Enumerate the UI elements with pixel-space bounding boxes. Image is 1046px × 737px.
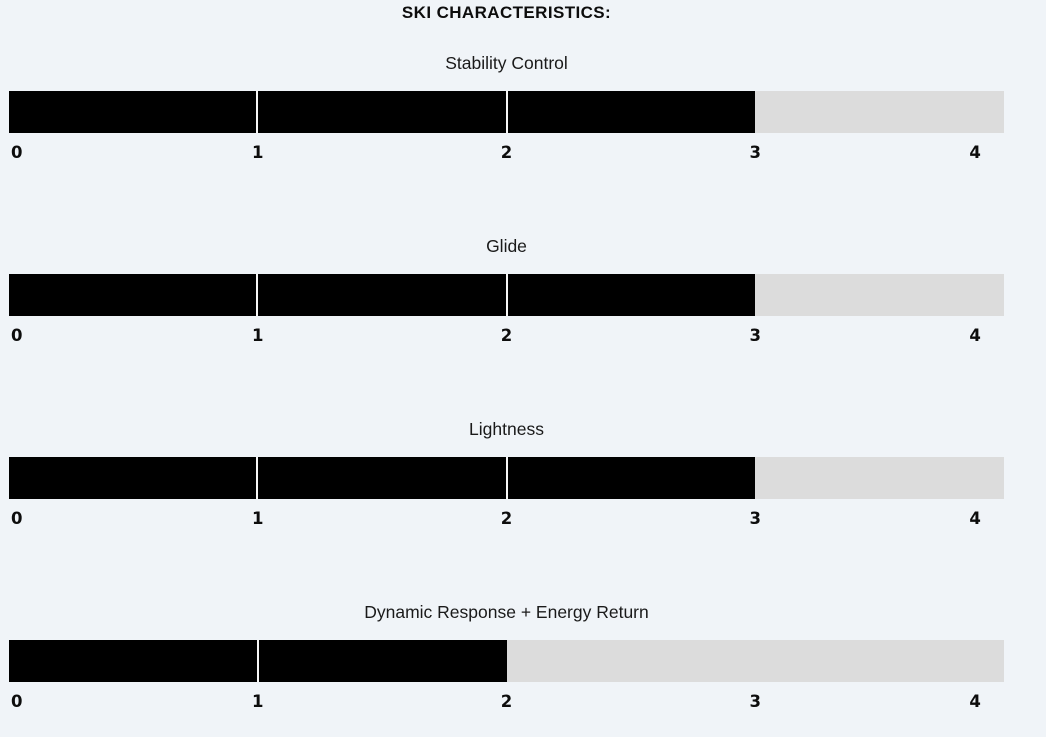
meter-track [9, 640, 1004, 682]
meter-fill-segment [9, 91, 257, 133]
chart-title: SKI CHARACTERISTICS: [401, 3, 612, 22]
meter-fill-segment [258, 640, 507, 682]
axis-tick-label: 1 [252, 143, 264, 162]
meter-fill [9, 640, 507, 682]
axis-tick-label: 0 [11, 509, 23, 528]
meter-label: Stability Control [445, 53, 568, 73]
meter-axis: 0 1 2 3 4 [9, 142, 1004, 163]
meter-fill-segment [258, 91, 506, 133]
axis-tick-label: 1 [252, 509, 264, 528]
meter-fill-segment [258, 274, 506, 316]
axis-tick-label: 3 [749, 509, 761, 528]
axis-tick-label: 0 [11, 143, 23, 162]
axis-tick-label: 1 [252, 692, 264, 711]
meter-label: Dynamic Response + Energy Return [364, 602, 649, 622]
meter-fill-segment [9, 457, 257, 499]
axis-tick-label: 1 [252, 326, 264, 345]
meter-axis: 0 1 2 3 4 [9, 325, 1004, 346]
axis-tick-label: 4 [969, 143, 981, 162]
meter-fill [9, 457, 756, 499]
axis-tick-label: 2 [500, 509, 513, 528]
axis-tick-label: 3 [749, 692, 761, 711]
meter-group: Stability Control 0 1 2 3 4 [9, 52, 1004, 163]
axis-tick-label: 2 [500, 326, 513, 345]
meter-list: Stability Control 0 1 2 3 4 Glide 0 1 2 3 4 Ligh… [9, 52, 1004, 712]
axis-tick-label: 3 [749, 326, 761, 345]
axis-tick-label: 2 [500, 692, 513, 711]
meter-fill [9, 91, 756, 133]
axis-tick-label: 4 [969, 326, 981, 345]
meter-axis: 0 1 2 3 4 [9, 691, 1004, 712]
axis-tick-label: 2 [500, 143, 513, 162]
axis-tick-label: 4 [969, 509, 981, 528]
meter-fill-segment [507, 91, 756, 133]
meter-fill [9, 274, 756, 316]
meter-label: Glide [486, 236, 527, 256]
meter-group: Dynamic Response + Energy Return 0 1 2 3 4 [9, 601, 1004, 712]
meter-fill-segment [507, 457, 756, 499]
ski-characteristics-chart: SKI CHARACTERISTICS: Stability Control 0… [9, 0, 1004, 712]
axis-tick-label: 4 [969, 692, 981, 711]
meter-track [9, 457, 1004, 499]
axis-tick-label: 0 [11, 326, 23, 345]
axis-tick-label: 0 [11, 692, 23, 711]
meter-group: Lightness 0 1 2 3 4 [9, 418, 1004, 529]
axis-tick-label: 3 [749, 143, 761, 162]
meter-group: Glide 0 1 2 3 4 [9, 235, 1004, 346]
meter-track [9, 91, 1004, 133]
meter-track [9, 274, 1004, 316]
meter-fill-segment [9, 640, 257, 682]
meter-fill-segment [507, 274, 756, 316]
meter-label: Lightness [469, 419, 544, 439]
meter-fill-segment [9, 274, 257, 316]
meter-axis: 0 1 2 3 4 [9, 508, 1004, 529]
meter-fill-segment [258, 457, 506, 499]
